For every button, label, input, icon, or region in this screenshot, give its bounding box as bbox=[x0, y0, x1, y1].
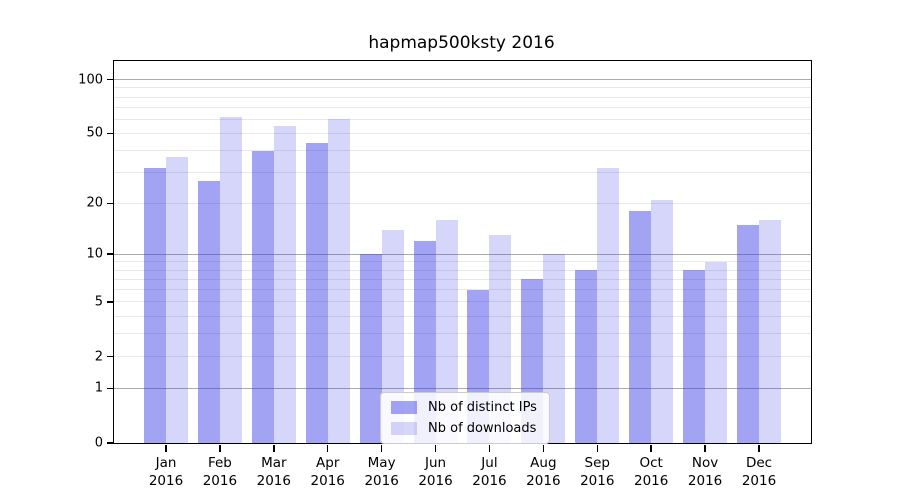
bar-downloads-nov-2016 bbox=[705, 261, 728, 443]
bar-distinct-ips-mar-2016 bbox=[251, 150, 274, 443]
major-gridline bbox=[114, 387, 811, 389]
bar-distinct-ips-feb-2016 bbox=[197, 180, 220, 443]
minor-gridline bbox=[114, 269, 811, 271]
x-tick-label: Oct 2016 bbox=[633, 455, 669, 489]
x-tick-label: Dec 2016 bbox=[741, 455, 777, 489]
y-tick bbox=[106, 78, 113, 81]
bar-distinct-ips-dec-2016 bbox=[737, 224, 759, 443]
y-tick-label: 50 bbox=[86, 125, 103, 141]
legend-label: Nb of downloads bbox=[428, 421, 537, 436]
y-tick bbox=[106, 442, 113, 444]
bar-downloads-apr-2016 bbox=[327, 119, 350, 443]
bar-distinct-ips-jan-2016 bbox=[144, 167, 166, 443]
x-tick bbox=[704, 444, 706, 452]
minor-gridline bbox=[114, 315, 811, 317]
x-tick bbox=[758, 444, 760, 452]
legend-label: Nb of distinct IPs bbox=[428, 400, 537, 415]
x-tick-label: Mar 2016 bbox=[256, 455, 291, 489]
bar-distinct-ips-sep-2016 bbox=[575, 270, 598, 443]
bar-downloads-sep-2016 bbox=[597, 167, 620, 443]
minor-gridline bbox=[114, 289, 811, 291]
x-tick-label: Jun 2016 bbox=[418, 455, 453, 489]
minor-gridline bbox=[114, 301, 811, 303]
x-tick bbox=[326, 444, 329, 452]
x-tick bbox=[273, 444, 275, 452]
minor-gridline bbox=[114, 87, 811, 89]
x-tick-label: Jan 2016 bbox=[148, 455, 184, 489]
bar-downloads-may-2016 bbox=[381, 229, 404, 443]
bar-downloads-jun-2016 bbox=[435, 219, 458, 443]
bar-distinct-ips-apr-2016 bbox=[305, 143, 328, 443]
x-tick bbox=[596, 444, 599, 452]
y-tick-label: 10 bbox=[86, 246, 103, 262]
legend-item: Nb of downloads bbox=[391, 422, 539, 435]
plot-area: 0 1 2 5 10 20 50 100 Jan 2016 Feb 2016 Mar 2016 Apr 201… bbox=[78, 60, 812, 489]
y-tick bbox=[106, 253, 113, 255]
legend-swatch-downloads bbox=[391, 422, 417, 435]
y-tick-label: 2 bbox=[94, 349, 103, 365]
x-tick bbox=[434, 444, 437, 452]
x-tick-label: Apr 2016 bbox=[310, 455, 345, 489]
x-tick-label: Sep 2016 bbox=[580, 455, 615, 489]
x-tick bbox=[542, 444, 545, 452]
minor-gridline bbox=[114, 132, 811, 134]
major-gridline bbox=[114, 253, 811, 255]
minor-gridline bbox=[114, 172, 811, 174]
y-tick-label: 0 bbox=[94, 435, 103, 451]
y-tick bbox=[106, 132, 113, 135]
x-tick bbox=[380, 444, 383, 452]
bar-downloads-jan-2016 bbox=[166, 156, 188, 443]
bar-downloads-mar-2016 bbox=[273, 126, 296, 443]
minor-gridline bbox=[114, 261, 811, 263]
y-tick bbox=[106, 387, 113, 390]
y-tick-label: 100 bbox=[78, 72, 103, 88]
x-tick bbox=[650, 444, 652, 452]
y-tick bbox=[106, 355, 113, 358]
minor-gridline bbox=[114, 106, 811, 108]
bar-downloads-dec-2016 bbox=[759, 219, 781, 443]
bar-downloads-oct-2016 bbox=[651, 199, 674, 443]
x-tick-label: Feb 2016 bbox=[202, 455, 238, 489]
y-tick bbox=[106, 202, 113, 205]
x-tick bbox=[488, 444, 491, 452]
x-tick bbox=[165, 444, 167, 452]
minor-gridline bbox=[114, 96, 811, 98]
minor-gridline bbox=[114, 150, 811, 152]
x-tick-label: May 2016 bbox=[364, 455, 399, 489]
legend: Nb of distinct IPs Nb of downloads bbox=[380, 392, 550, 444]
major-gridline bbox=[114, 79, 811, 81]
legend-swatch-distinct-ips bbox=[391, 401, 417, 414]
bar-downloads-feb-2016 bbox=[219, 116, 242, 443]
bar-downloads-jul-2016 bbox=[489, 235, 512, 443]
legend-item: Nb of distinct IPs bbox=[391, 401, 539, 414]
y-tick-label: 5 bbox=[94, 294, 103, 310]
minor-gridline bbox=[114, 202, 811, 204]
minor-gridline bbox=[114, 356, 811, 358]
x-tick-label: Jul 2016 bbox=[472, 455, 507, 489]
x-tick-label: Aug 2016 bbox=[526, 455, 561, 489]
x-tick bbox=[219, 444, 221, 452]
x-tick-label: Nov 2016 bbox=[687, 455, 723, 489]
y-tick-label: 20 bbox=[86, 195, 103, 211]
chart-title: hapmap500ksty 2016 bbox=[368, 33, 555, 53]
bar-distinct-ips-oct-2016 bbox=[629, 211, 652, 443]
y-tick-label: 1 bbox=[94, 380, 103, 396]
y-tick bbox=[106, 301, 113, 303]
minor-gridline bbox=[114, 278, 811, 280]
bar-distinct-ips-may-2016 bbox=[359, 254, 382, 443]
bar-distinct-ips-nov-2016 bbox=[683, 270, 706, 443]
minor-gridline bbox=[114, 118, 811, 120]
minor-gridline bbox=[114, 333, 811, 335]
